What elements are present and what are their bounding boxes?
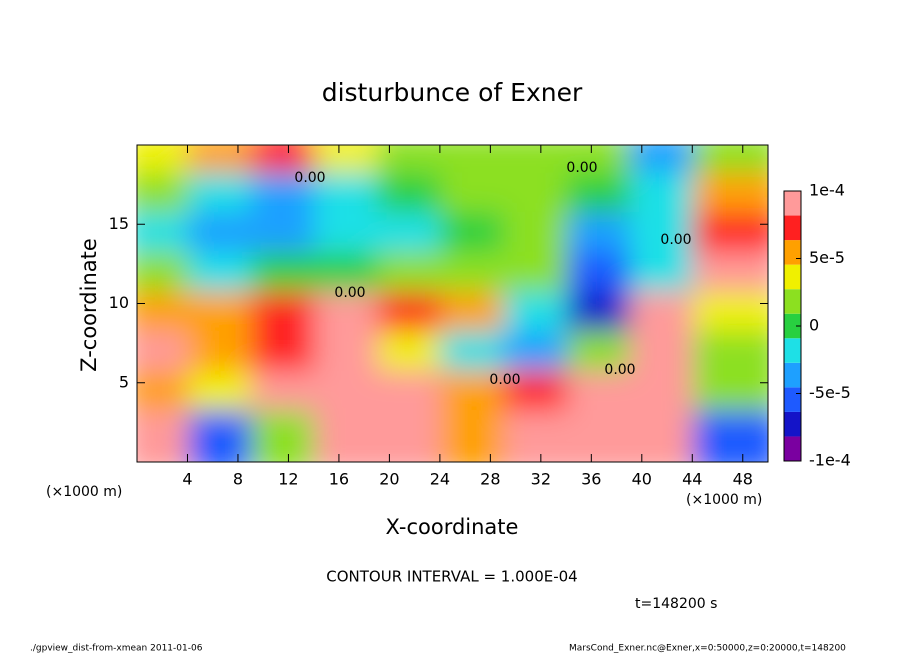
contour-label: 0.00: [334, 285, 365, 301]
x-tick-label: 48: [733, 470, 753, 489]
x-tick-label: 44: [682, 470, 702, 489]
cell: [692, 410, 768, 462]
colorbar-tick-label: -1e-4: [809, 451, 851, 470]
footer-right: MarsCond_Exner.nc@Exner,x=0:50000,z=0:20…: [569, 644, 846, 654]
colorbar-swatch: [784, 264, 801, 290]
colorbar-swatch: [784, 289, 801, 314]
colorbar-swatch: [784, 191, 801, 216]
x-tick-label: 4: [182, 470, 192, 489]
colorbar-swatch: [784, 338, 801, 363]
field: [137, 145, 768, 462]
plot-area: [137, 145, 768, 462]
contour-label: 0.00: [566, 160, 597, 176]
contour-label: 0.00: [660, 232, 691, 248]
colorbar-swatch: [784, 240, 801, 265]
x-axis-label: X-coordinate: [386, 515, 519, 539]
colorbar-tick-label: 5e-5: [809, 248, 845, 267]
contour-label: 0.00: [489, 372, 520, 388]
colorbar-swatch: [784, 436, 801, 461]
time-label: t=148200 s: [635, 596, 717, 612]
x-tick-label: 40: [632, 470, 652, 489]
x-tick-label: 24: [430, 470, 450, 489]
contour-label: 0.00: [294, 170, 325, 186]
y-tick-label: 15: [109, 214, 129, 233]
annotation: CONTOUR INTERVAL = 1.000E-04: [326, 568, 577, 586]
footer-left: ./gpview_dist-from-xmean 2011-01-06: [30, 644, 203, 654]
x-tick-label: 28: [480, 470, 500, 489]
y-tick-label: 5: [119, 372, 129, 391]
colorbar-swatch: [784, 411, 801, 437]
colorbar-swatch: [784, 362, 801, 388]
x-tick-label: 36: [581, 470, 601, 489]
x-tick-label: 12: [278, 470, 298, 489]
x-tick-label: 8: [233, 470, 243, 489]
colorbar-tick-label: 1e-4: [809, 181, 845, 200]
colorbar-tick-label: 0: [809, 316, 819, 335]
y-axis-label: Z-coordinate: [77, 238, 101, 372]
y-unit: (×1000 m): [46, 484, 122, 500]
x-tick-label: 16: [329, 470, 349, 489]
x-unit: (×1000 m): [686, 492, 762, 508]
x-tick-label: 20: [379, 470, 399, 489]
y-tick-label: 10: [109, 293, 129, 312]
chart-title: disturbunce of Exner: [322, 78, 583, 107]
colorbar-swatch: [784, 387, 801, 412]
x-tick-label: 32: [531, 470, 551, 489]
contour-label: 0.00: [604, 362, 635, 378]
colorbar-tick-label: -5e-5: [809, 383, 851, 402]
colorbar-swatch: [784, 215, 801, 241]
colorbar-swatch: [784, 313, 801, 339]
